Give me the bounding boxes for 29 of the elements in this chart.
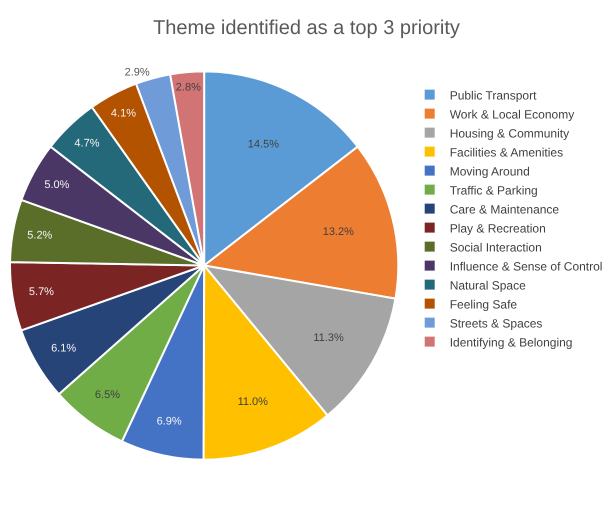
legend-label: Social Interaction (450, 240, 542, 254)
legend-label: Facilities & Amenities (450, 145, 564, 160)
legend-label: Identifying & Belonging (450, 335, 572, 350)
legend-label: Play & Recreation (450, 221, 546, 236)
chart-title: Theme identified as a top 3 priority (153, 17, 460, 40)
data-label: 5.0% (44, 178, 70, 191)
legend-label: Public Transport (450, 88, 538, 102)
data-label: 11.3% (313, 332, 344, 344)
legend-label: Moving Around (450, 164, 530, 178)
data-label: 2.9% (124, 66, 150, 79)
data-label: 6.1% (51, 342, 76, 354)
data-label: 5.2% (27, 229, 53, 242)
legend-label: Natural Space (450, 278, 526, 292)
data-label: 2.8% (176, 82, 202, 94)
legend-label: Feeling Safe (450, 297, 518, 312)
data-label: 4.1% (110, 108, 136, 120)
data-label: 6.5% (94, 388, 120, 401)
legend-label: Housing & Community (450, 126, 570, 140)
data-label: 5.7% (28, 286, 54, 298)
data-label: 6.9% (156, 415, 182, 428)
data-label: 14.5% (248, 138, 280, 150)
legend-label: Influence & Sense of Control (450, 259, 602, 274)
legend-label: Traffic & Parking (450, 183, 538, 198)
data-label: 11.0% (238, 396, 268, 408)
legend-label: Work & Local Economy (450, 107, 574, 122)
legend-label: Care & Maintenance (450, 202, 560, 216)
data-label: 13.2% (322, 226, 354, 238)
data-label: 4.7% (74, 137, 100, 150)
legend-label: Streets & Spaces (450, 316, 542, 330)
